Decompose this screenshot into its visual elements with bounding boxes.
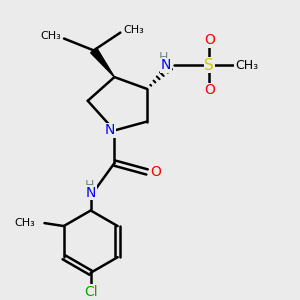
Text: O: O: [151, 165, 161, 179]
Text: S: S: [204, 58, 214, 73]
Text: O: O: [204, 33, 215, 47]
Text: N: N: [105, 123, 115, 137]
Text: CH₃: CH₃: [235, 59, 258, 72]
Text: CH₃: CH₃: [40, 31, 61, 40]
Text: H: H: [159, 51, 168, 64]
Text: CH₃: CH₃: [123, 25, 144, 34]
Text: H: H: [85, 179, 94, 192]
Text: Cl: Cl: [84, 285, 98, 299]
Polygon shape: [91, 48, 114, 77]
Text: N: N: [85, 186, 96, 200]
Text: O: O: [204, 83, 215, 98]
Text: N: N: [161, 58, 172, 72]
Text: CH₃: CH₃: [15, 218, 36, 228]
